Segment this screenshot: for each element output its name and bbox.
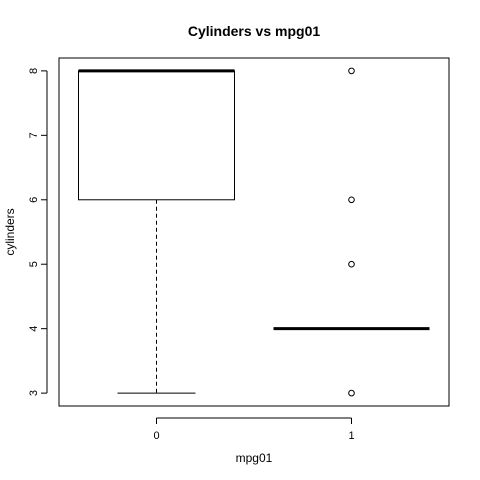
y-axis: 3 4 5 6 7 8	[28, 68, 48, 396]
outlier-point	[348, 389, 355, 397]
y-tick-label: 7	[28, 132, 40, 138]
plot-marks	[78, 67, 430, 397]
x-tick-label: 1	[348, 430, 354, 442]
outlier-point	[348, 67, 355, 75]
box-group-0	[78, 69, 235, 394]
y-tick-label: 4	[28, 326, 40, 332]
y-tick-label: 6	[28, 197, 40, 203]
y-axis-title: cylinders	[3, 208, 17, 255]
y-tick-label: 3	[28, 390, 40, 396]
chart-title: Cylinders vs mpg01	[188, 23, 320, 39]
box-body	[78, 70, 235, 201]
y-tick-label: 5	[28, 261, 40, 267]
outlier-point	[348, 196, 355, 204]
y-tick-label: 8	[28, 68, 40, 74]
box-group-1	[273, 67, 430, 397]
outlier-point	[348, 260, 355, 268]
x-axis-title: mpg01	[236, 451, 273, 465]
plot-frame	[58, 57, 450, 407]
x-tick-label: 0	[153, 430, 159, 442]
